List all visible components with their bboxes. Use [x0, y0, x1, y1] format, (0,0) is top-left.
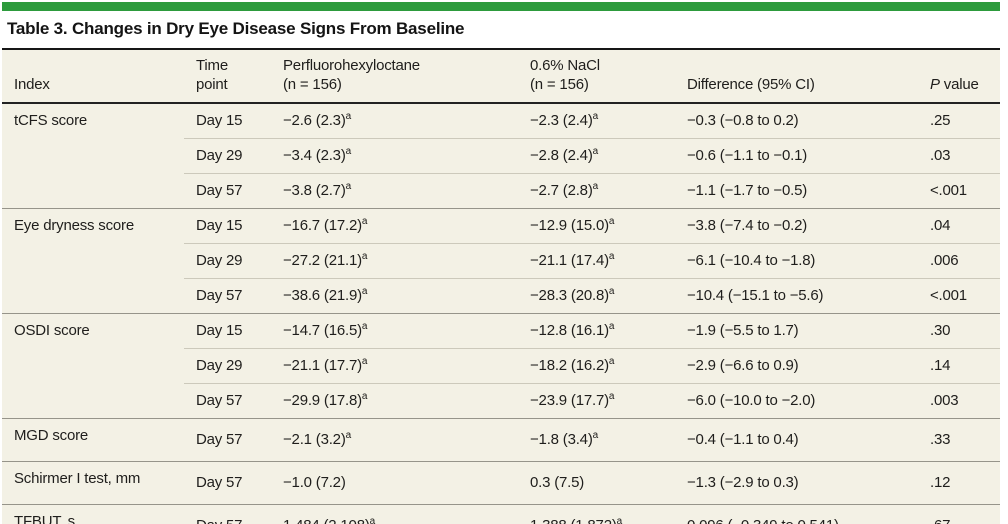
nacl-value-cell: −12.9 (15.0)a: [518, 208, 675, 244]
table-row: Day 57 −3.8 (2.7)a −2.7 (2.8)a −1.1 (−1.7 t…: [2, 173, 1000, 209]
table-row: Day 29 −27.2 (21.1)a −21.1 (17.4)a −6.1 (−1…: [2, 243, 1000, 279]
p-value-cell: .30: [918, 313, 1000, 349]
dry-eye-signs-table: Index Time point Perfluorohexyloctane (n…: [2, 48, 1000, 524]
time-point-cell: Day 15: [184, 313, 271, 349]
nacl-value-cell: 1.388 (1.872)a: [518, 504, 675, 524]
p-value-cell: .33: [918, 418, 1000, 462]
difference-cell: −6.0 (−10.0 to −2.0): [675, 383, 918, 419]
pfho-value-cell: −2.1 (3.2)a: [271, 418, 518, 462]
col-header-perfluorohexyloctane: Perfluorohexyloctane (n = 156): [271, 48, 518, 104]
time-point-cell: Day 15: [184, 208, 271, 244]
table-body: tCFS score Day 15 −2.6 (2.3)a −2.3 (2.4)a −0…: [2, 103, 1000, 524]
nacl-value-cell: −21.1 (17.4)a: [518, 243, 675, 279]
table-row: TFBUT, sDay 571.484 (2.108)a1.388 (1.872…: [2, 504, 1000, 524]
pfho-value-cell: −3.4 (2.3)a: [271, 138, 518, 174]
nacl-value-cell: −18.2 (16.2)a: [518, 348, 675, 384]
col-header-index: Index: [2, 48, 184, 104]
time-point-cell: Day 57: [184, 461, 271, 505]
table-row: MGD score Day 57 −2.1 (3.2)a −1.8 (3.4)a −0.…: [2, 418, 1000, 462]
pfho-value-cell: −16.7 (17.2)a: [271, 208, 518, 244]
p-value-cell: .67: [918, 504, 1000, 524]
index-cell: Schirmer I test, mm: [2, 461, 184, 505]
p-value-cell: .003: [918, 383, 1000, 419]
p-value-cell: .25: [930, 112, 951, 129]
pfho-value-cell: −2.6 (2.3)a: [283, 111, 351, 130]
time-point-cell: Day 15: [196, 112, 243, 129]
time-point-cell: Day 29: [184, 243, 271, 279]
index-cell: Eye dryness score: [2, 208, 184, 314]
col-header-p-value: P value: [918, 48, 1000, 104]
time-point-cell: Day 29: [184, 138, 271, 174]
table-row: tCFS score Day 15 −2.6 (2.3)a −2.3 (2.4)a −0…: [2, 103, 1000, 139]
pfho-value-cell: −14.7 (16.5)a: [271, 313, 518, 349]
nacl-value-cell: −23.9 (17.7)a: [518, 383, 675, 419]
time-point-cell: Day 57: [184, 383, 271, 419]
p-value-cell: <.001: [918, 278, 1000, 314]
difference-cell: −2.9 (−6.6 to 0.9): [675, 348, 918, 384]
pfho-value-cell: −1.0 (7.2): [271, 461, 518, 505]
nacl-value-cell: −2.3 (2.4)a: [530, 111, 598, 130]
header-row: Index Time point Perfluorohexyloctane (n…: [2, 48, 1000, 104]
difference-cell: −1.9 (−5.5 to 1.7): [675, 313, 918, 349]
col-header-time-point: Time point: [184, 48, 271, 104]
time-point-cell: Day 57: [184, 418, 271, 462]
time-point-cell: Day 29: [184, 348, 271, 384]
table-row: OSDI score Day 15 −14.7 (16.5)a −12.8 (16.1…: [2, 313, 1000, 419]
table-header: Index Time point Perfluorohexyloctane (n…: [2, 48, 1000, 104]
nacl-value-cell: −2.7 (2.8)a: [518, 173, 675, 209]
table-row: Eye dryness score Day 15 −16.7 (17.2)a −12.…: [2, 208, 1000, 314]
difference-cell: −10.4 (−15.1 to −5.6): [675, 278, 918, 314]
nacl-value-cell: −12.8 (16.1)a: [518, 313, 675, 349]
index-cell: TFBUT, s: [2, 504, 184, 524]
index-cell: MGD score: [2, 418, 184, 462]
p-value-cell: .12: [918, 461, 1000, 505]
table-row: Schirmer I test, mm Day 57 −1.0 (7.2) 0.3 (…: [2, 461, 1000, 505]
table-row: Day 57 −29.9 (17.8)a −23.9 (17.7)a −6.0 (−1…: [2, 383, 1000, 419]
index-cell: OSDI score: [2, 313, 184, 419]
col-header-difference: Difference (95% CI): [675, 48, 918, 104]
pfho-value-cell: −21.1 (17.7)a: [271, 348, 518, 384]
table-row: Day 57 −38.6 (21.9)a −28.3 (20.8)a −10.4 (−…: [2, 278, 1000, 314]
p-value-cell: .03: [918, 138, 1000, 174]
difference-cell: −1.1 (−1.7 to −0.5): [675, 173, 918, 209]
difference-cell: −0.6 (−1.1 to −0.1): [675, 138, 918, 174]
difference-cell: −0.3 (−0.8 to 0.2): [687, 112, 799, 129]
pfho-value-cell: −29.9 (17.8)a: [271, 383, 518, 419]
time-point-cell: Day 57: [184, 278, 271, 314]
page-title: Table 3. Changes in Dry Eye Disease Sign…: [7, 19, 465, 38]
pfho-value-cell: 1.484 (2.108)a: [271, 504, 518, 524]
table-row: Day 29 −21.1 (17.7)a −18.2 (16.2)a −2.9 (−6…: [2, 348, 1000, 384]
nacl-value-cell: −28.3 (20.8)a: [518, 278, 675, 314]
p-value-cell: .14: [918, 348, 1000, 384]
difference-cell: −3.8 (−7.4 to −0.2): [675, 208, 918, 244]
index-cell: tCFS score: [14, 112, 88, 129]
col-header-nacl: 0.6% NaCl (n = 156): [518, 48, 675, 104]
pfho-value-cell: −27.2 (21.1)a: [271, 243, 518, 279]
p-value-cell: <.001: [918, 173, 1000, 209]
difference-cell: 0.096 (−0.349 to 0.541): [675, 504, 918, 524]
p-value-cell: .04: [918, 208, 1000, 244]
pfho-value-cell: −38.6 (21.9)a: [271, 278, 518, 314]
table-row: Day 29 −3.4 (2.3)a −2.8 (2.4)a −0.6 (−1.1 t…: [2, 138, 1000, 174]
accent-bar: [2, 2, 1000, 11]
difference-cell: −6.1 (−10.4 to −1.8): [675, 243, 918, 279]
difference-cell: −1.3 (−2.9 to 0.3): [675, 461, 918, 505]
nacl-value-cell: 0.3 (7.5): [518, 461, 675, 505]
difference-cell: −0.4 (−1.1 to 0.4): [675, 418, 918, 462]
time-point-cell: Day 57: [184, 173, 271, 209]
nacl-value-cell: −1.8 (3.4)a: [518, 418, 675, 462]
nacl-value-cell: −2.8 (2.4)a: [518, 138, 675, 174]
pfho-value-cell: −3.8 (2.7)a: [271, 173, 518, 209]
p-value-cell: .006: [918, 243, 1000, 279]
time-point-cell: Day 57: [184, 504, 271, 524]
